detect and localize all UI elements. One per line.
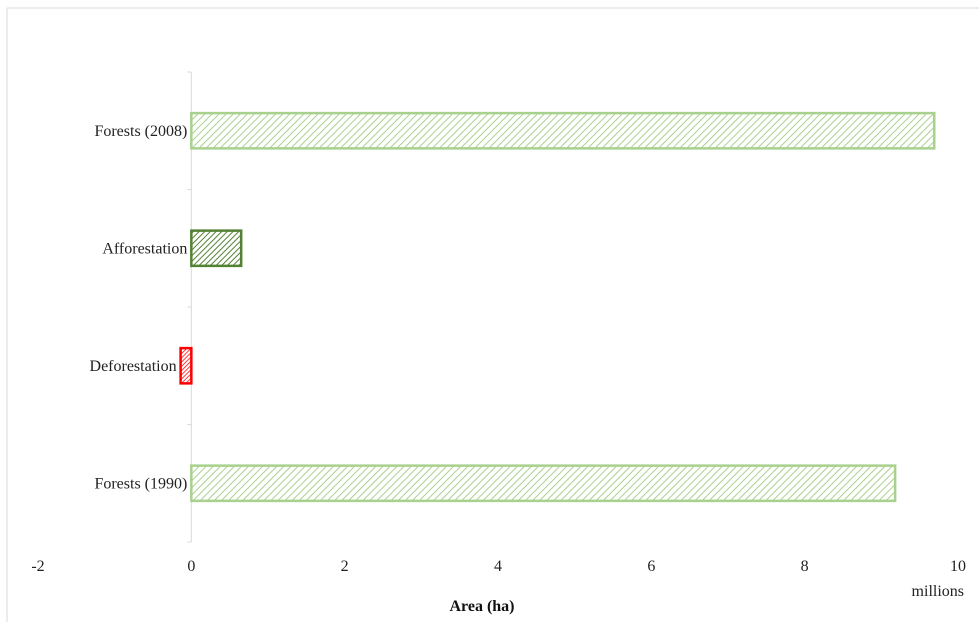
- category-label: Forests (2008): [94, 123, 187, 140]
- category-label: Forests (1990): [94, 475, 187, 492]
- x-tick-label: -2: [31, 558, 44, 575]
- category-label: Deforestation: [90, 358, 177, 375]
- category-labels: Forests (2008) Afforestation Deforestation…: [90, 123, 188, 493]
- x-tick-label: 10: [950, 558, 966, 575]
- x-tick-label: 8: [801, 558, 809, 575]
- x-tick-label: 4: [494, 558, 502, 575]
- x-tick-labels: -2 0 2 4 6 8 10: [31, 558, 966, 575]
- bars-group: [179, 111, 936, 503]
- bar-forests-1990: [190, 464, 897, 503]
- x-tick-label: 2: [341, 558, 349, 575]
- x-tick-label: 0: [187, 558, 195, 575]
- bar-afforestation: [190, 229, 243, 268]
- bar-deforestation: [179, 346, 193, 385]
- x-unit-label: millions: [912, 583, 964, 600]
- x-tick-label: 6: [647, 558, 655, 575]
- x-axis-label: Area (ha): [449, 598, 514, 615]
- axes: [187, 71, 192, 543]
- category-label: Afforestation: [102, 240, 187, 257]
- bar-forests-2008: [190, 111, 936, 150]
